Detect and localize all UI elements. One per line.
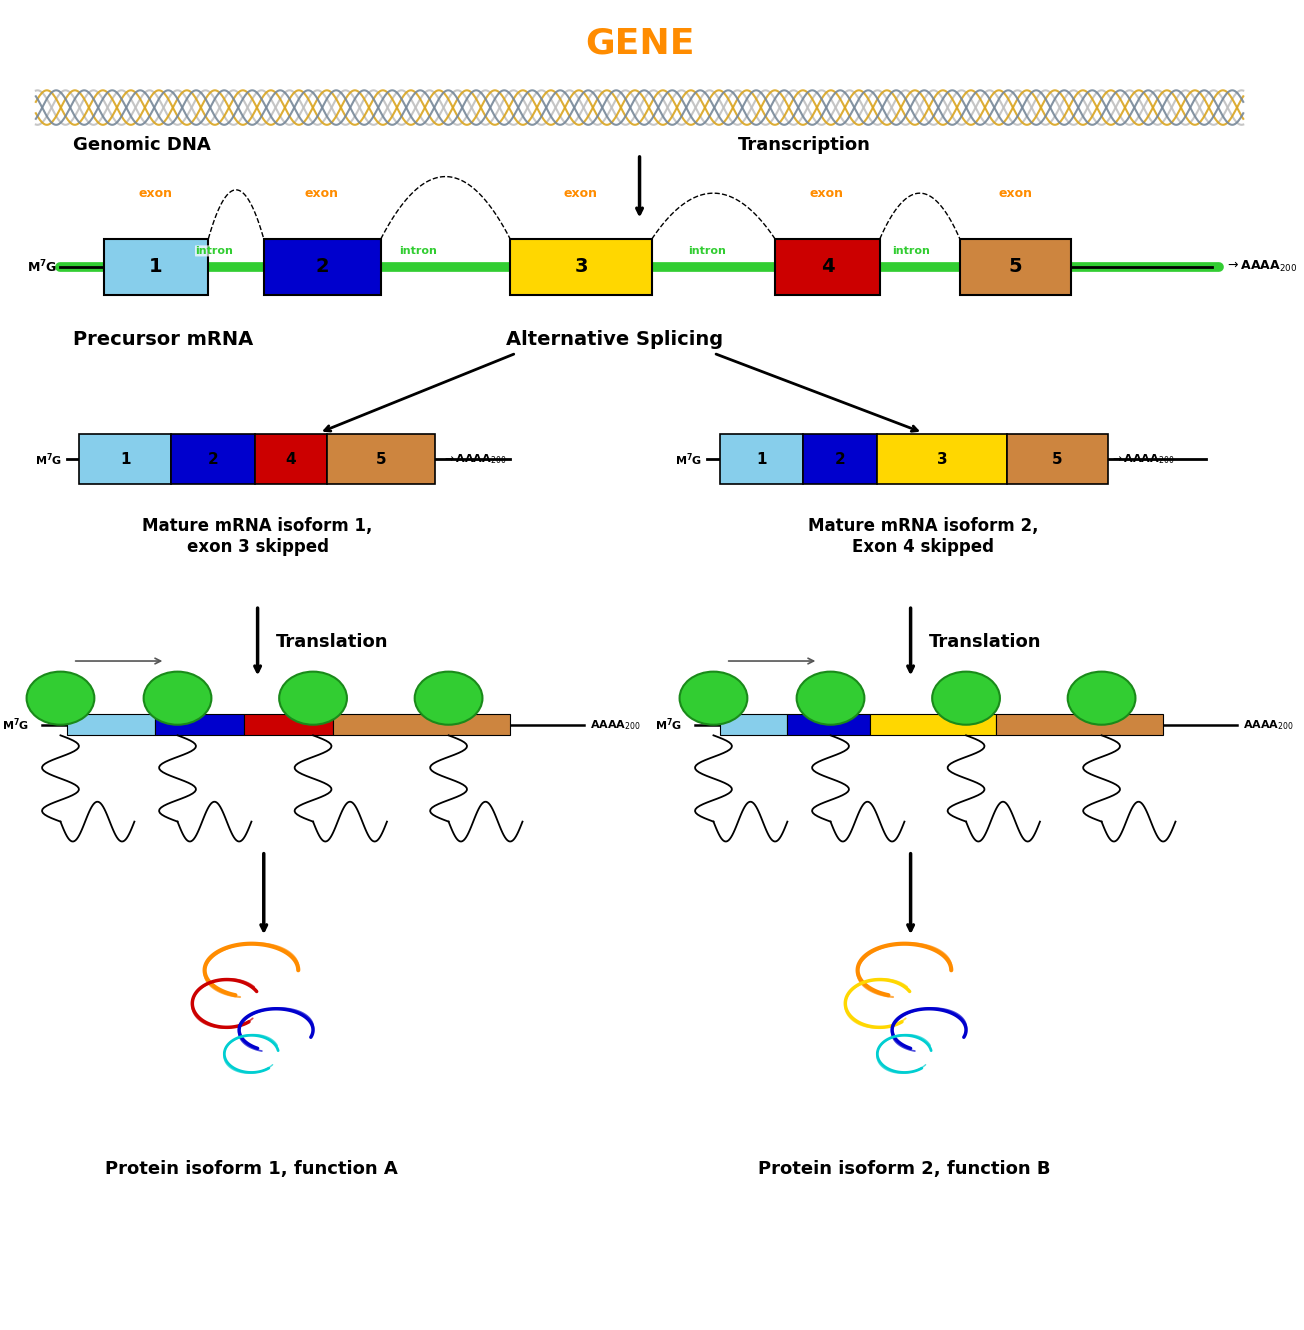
FancyBboxPatch shape	[878, 434, 1007, 484]
Text: Protein isoform 2, function B: Protein isoform 2, function B	[758, 1160, 1051, 1178]
FancyBboxPatch shape	[1007, 434, 1107, 484]
Text: 5: 5	[376, 452, 386, 467]
Text: $\mathregular{M^7}$G: $\mathregular{M^7}$G	[35, 451, 61, 468]
Text: 4: 4	[286, 452, 296, 467]
Text: AAAA$_{200}$: AAAA$_{200}$	[1243, 718, 1294, 732]
Text: $\mathregular{M^7}$G: $\mathregular{M^7}$G	[27, 258, 57, 275]
FancyBboxPatch shape	[333, 714, 510, 735]
Text: Precursor mRNA: Precursor mRNA	[73, 330, 253, 350]
Text: $\mathregular{M^7}$G: $\mathregular{M^7}$G	[656, 717, 683, 733]
Text: intron: intron	[196, 246, 233, 255]
Text: 2: 2	[207, 452, 219, 467]
FancyBboxPatch shape	[870, 714, 996, 735]
Text: 5: 5	[1008, 257, 1022, 277]
Text: Protein isoform 1, function A: Protein isoform 1, function A	[106, 1160, 398, 1178]
Text: AAAA$_{200}$: AAAA$_{200}$	[591, 718, 642, 732]
Text: Alternative Splicing: Alternative Splicing	[506, 330, 724, 350]
Text: 4: 4	[820, 257, 835, 277]
Text: $\rightarrow$AAAA$_{200}$: $\rightarrow$AAAA$_{200}$	[1110, 452, 1175, 467]
FancyBboxPatch shape	[326, 434, 436, 484]
Text: $\rightarrow$AAAA$_{200}$: $\rightarrow$AAAA$_{200}$	[442, 452, 507, 467]
FancyBboxPatch shape	[803, 434, 878, 484]
Text: 1: 1	[149, 257, 163, 277]
Ellipse shape	[679, 672, 747, 725]
Text: exon: exon	[810, 188, 844, 201]
Text: exon: exon	[138, 188, 172, 201]
Text: 1: 1	[756, 452, 767, 467]
Ellipse shape	[797, 672, 865, 725]
FancyBboxPatch shape	[775, 239, 880, 295]
FancyBboxPatch shape	[171, 434, 256, 484]
Text: Genomic DNA: Genomic DNA	[73, 136, 210, 154]
FancyBboxPatch shape	[67, 714, 155, 735]
Text: intron: intron	[399, 246, 437, 255]
Text: 5: 5	[1052, 452, 1063, 467]
Text: 2: 2	[835, 452, 846, 467]
Ellipse shape	[143, 672, 211, 725]
Text: Mature mRNA isoform 2,
Exon 4 skipped: Mature mRNA isoform 2, Exon 4 skipped	[807, 517, 1038, 556]
FancyBboxPatch shape	[244, 714, 333, 735]
FancyBboxPatch shape	[960, 239, 1071, 295]
Text: intron: intron	[892, 246, 930, 255]
FancyBboxPatch shape	[786, 714, 870, 735]
Ellipse shape	[932, 672, 1000, 725]
Text: exon: exon	[305, 188, 339, 201]
Text: intron: intron	[689, 246, 726, 255]
FancyBboxPatch shape	[996, 714, 1163, 735]
FancyBboxPatch shape	[103, 239, 209, 295]
Text: exon: exon	[999, 188, 1033, 201]
FancyBboxPatch shape	[155, 714, 244, 735]
Text: Transcription: Transcription	[738, 136, 871, 154]
FancyBboxPatch shape	[720, 434, 803, 484]
Text: $\mathregular{M^7}$G: $\mathregular{M^7}$G	[675, 451, 703, 468]
Text: GENE: GENE	[584, 27, 694, 61]
Text: $\rightarrow$AAAA$_{200}$: $\rightarrow$AAAA$_{200}$	[1224, 259, 1297, 274]
Text: Translation: Translation	[928, 633, 1042, 652]
Ellipse shape	[1068, 672, 1136, 725]
FancyBboxPatch shape	[720, 714, 786, 735]
FancyBboxPatch shape	[263, 239, 381, 295]
Text: Mature mRNA isoform 1,
exon 3 skipped: Mature mRNA isoform 1, exon 3 skipped	[142, 517, 373, 556]
Text: 3: 3	[574, 257, 588, 277]
Text: exon: exon	[563, 188, 597, 201]
Text: $\mathregular{M^7}$G: $\mathregular{M^7}$G	[3, 717, 30, 733]
FancyBboxPatch shape	[510, 239, 652, 295]
Text: 1: 1	[120, 452, 130, 467]
Ellipse shape	[279, 672, 347, 725]
Ellipse shape	[415, 672, 482, 725]
FancyBboxPatch shape	[256, 434, 326, 484]
Ellipse shape	[26, 672, 94, 725]
FancyBboxPatch shape	[80, 434, 171, 484]
Text: Translation: Translation	[276, 633, 389, 652]
Text: 2: 2	[316, 257, 329, 277]
Text: 3: 3	[936, 452, 947, 467]
